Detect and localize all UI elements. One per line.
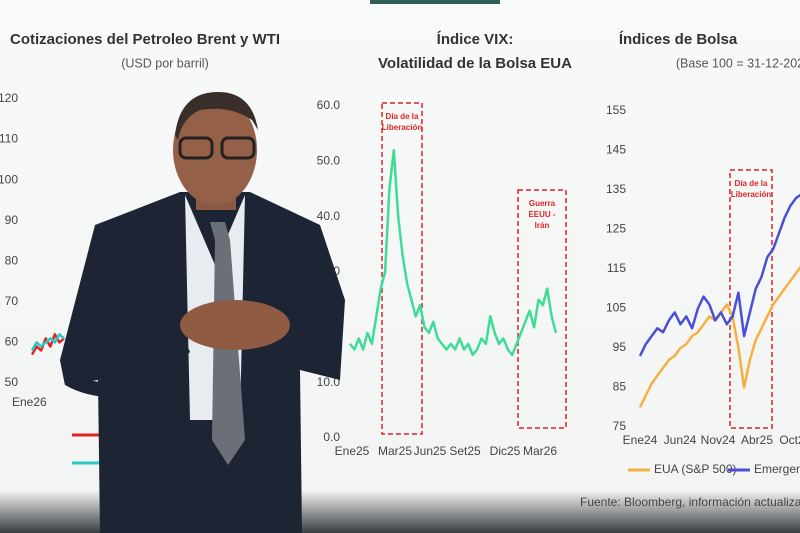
annotation-box [381,102,423,435]
chart-title: Cotizaciones del Petroleo Brent y WTI [10,31,280,48]
annotation-text: Liberación [731,190,772,199]
annotation-box [729,169,773,429]
y-tick-label: 50 [5,375,19,389]
y-tick-label: 100 [0,172,18,186]
annotation-text: Liberación [382,123,423,132]
annotation-text: Día de la [386,112,419,121]
y-tick-label: 40.0 [317,209,341,223]
y-tick-label: 115 [607,261,626,275]
y-tick-label: 125 [606,222,626,236]
y-tick-label: 60 [5,335,19,349]
x-tick-label: Dic25 [490,444,521,458]
y-tick-label: 110 [0,132,18,146]
x-tick-label: Jun24 [664,433,697,447]
series-line [638,193,800,357]
chart-subtitle: (USD por barril) [121,56,209,70]
x-tick-label: Ene25 [335,444,370,458]
y-tick-label: 155 [606,103,626,117]
series-line [30,333,65,352]
x-tick-label: Mar26 [523,444,557,458]
series-line [349,149,558,357]
y-tick-label: 85 [613,380,627,394]
x-tick-label: Nov24 [701,433,736,447]
x-tick-label: Ene24 [623,433,658,447]
y-tick-label: 135 [606,182,626,196]
y-tick-label: 120 [0,91,18,105]
x-tick-label: Oct2 [779,433,800,447]
presenter [60,92,345,533]
annotation-text: EEUU - [528,210,555,219]
y-tick-label: 0.0 [323,430,340,444]
chart-title: Índices de Bolsa [619,31,738,48]
y-tick-label: 50.0 [317,154,341,168]
chart-subtitle: (Base 100 = 31-12-202 [676,56,800,70]
y-tick-label: 90 [5,213,19,227]
y-tick-label: 60.0 [317,98,341,112]
annotation-text: Guerra [529,199,556,208]
source-note: Fuente: Bloomberg, información actualiza… [580,495,800,509]
x-tick-label: Abr25 [741,433,773,447]
chart-title: Índice VIX: [437,31,514,48]
y-tick-label: 95 [613,340,627,354]
annotation-text: Irán [535,221,550,230]
chart-subtitle: Volatilidad de la Bolsa EUA [378,55,572,72]
y-tick-label: 105 [606,301,626,315]
legend-label: Emergentes [754,462,800,476]
y-tick-label: 80 [5,253,19,267]
x-tick-label: Mar25 [378,444,412,458]
x-tick-label: Jun25 [414,444,447,458]
x-tick-label: Set25 [449,444,481,458]
y-tick-label: 75 [613,419,627,433]
annotation-text: Día de la [735,179,768,188]
x-tick-label: Ene26 [12,395,47,409]
top-bar [370,0,500,4]
legend-label: EUA (S&P 500) [654,462,737,476]
series-line [30,333,65,356]
y-tick-label: 145 [606,143,626,157]
annotation-box [517,189,567,429]
y-tick-label: 70 [5,294,19,308]
